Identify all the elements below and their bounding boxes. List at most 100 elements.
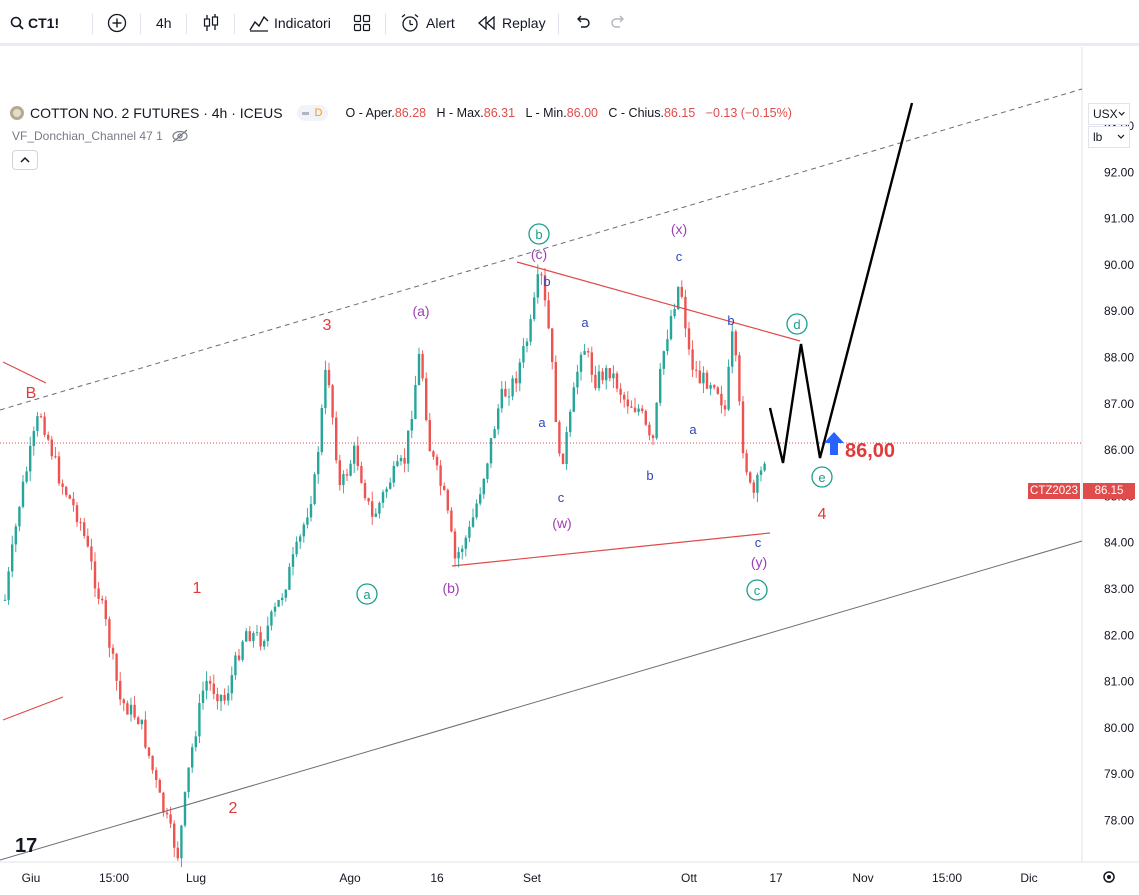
wave-label-a: a [538,415,546,430]
candle-body [461,548,464,553]
interval-button[interactable]: 4h [156,10,172,36]
candle-body [597,371,601,389]
price-scale[interactable]: 93.0092.0091.0090.0089.0088.0087.0086.00… [1104,119,1134,828]
candle-body [749,472,752,483]
candle-body [615,373,619,389]
candle-body [50,439,53,457]
replay-button[interactable]: Replay [478,10,546,36]
candle-body [230,675,233,694]
indicator-legend[interactable]: VF_Donchian_Channel 47 1 [12,127,189,145]
candle-body [255,632,259,634]
wave-label-c: c [558,490,565,505]
price-tick-label: 84.00 [1104,536,1134,550]
candle-body [108,619,111,648]
candle-body [583,350,586,355]
redo-button[interactable] [610,10,628,36]
time-tick-label: Giu [22,871,41,885]
time-scale[interactable]: Giu 15:00 Lug Ago 16 Set Ott 17 Nov 15:00 Dic [22,871,1038,885]
candle-body [738,355,741,402]
indicators-button[interactable]: Indicatori [249,10,331,36]
candle-body [155,770,158,780]
search-icon [10,16,24,30]
candle-body [547,300,550,329]
alert-button[interactable]: Alert [400,10,455,36]
unit-select[interactable]: lb [1088,126,1130,148]
gear-icon[interactable] [1103,871,1115,883]
symbol-search-button[interactable]: CT1! [10,10,59,36]
candle-body [507,396,511,398]
candle-body [389,482,392,489]
currency-select[interactable]: USX [1088,103,1130,125]
price-chart[interactable]: B 1 2 3 4 a b c d e (a) (b) (c) (w) (x) … [0,47,1139,895]
candle-body [151,755,154,771]
candle-body [759,470,763,475]
ohlc-values: O - Aper.86.28 H - Max.86.31 L - Min.86.… [346,106,792,120]
candle-body [356,445,359,467]
undo-button[interactable] [573,10,591,36]
wave-label-b: b [727,313,734,328]
candle-body [18,506,21,527]
candle-body [216,693,219,702]
compare-symbol-button[interactable] [107,10,127,36]
high-label: H - Max. [436,106,484,120]
time-tick-label: Dic [1020,871,1037,885]
candle-body [147,747,151,756]
candle-body [104,600,107,620]
candle-body [741,401,745,454]
redo-icon [611,15,624,28]
symbol-legend[interactable]: COTTON NO. 2 FUTURES · 4h · ICEUS D O - … [10,103,792,123]
triangle-lower-line [451,532,771,567]
price-tick-label: 89.00 [1104,304,1134,318]
candle-body [349,463,352,476]
toolbar-divider [140,14,141,34]
candle-body [140,719,143,725]
wave-label-paren-b: (b) [442,580,459,596]
wave-circle-c [746,579,768,601]
chart-type-button[interactable] [202,10,220,36]
candle-body [684,296,687,329]
candle-body [518,362,521,384]
toolbar-divider [558,14,559,34]
candle-body [97,588,100,599]
candle-body [612,373,615,379]
collapse-legend-button[interactable] [12,150,38,170]
candlestick-series [3,264,766,868]
candle-body [540,274,543,276]
candle-body [403,457,406,464]
candle-body [371,501,374,517]
data-status-letter: D [314,107,323,119]
candle-body [504,388,507,397]
candle-body [731,331,734,367]
candle-body [133,704,136,718]
candle-body [101,598,104,601]
candle-body [137,717,140,725]
candle-body [302,524,305,537]
candle-body [666,339,669,352]
candle-body [3,599,7,601]
candle-body [234,655,237,676]
candle-body [180,825,183,859]
candle-body [198,703,201,737]
candle-body [317,452,320,475]
candle-body [579,354,583,372]
svg-text:17: 17 [15,835,37,857]
tradingview-logo: 17 [15,835,37,857]
candle-body [493,429,496,439]
layouts-button[interactable] [353,10,371,36]
candle-body [428,420,431,452]
candle-body [14,526,17,545]
candle-body [468,526,471,538]
toolbar-divider [234,14,235,34]
wave-label-paren-a: (a) [412,303,429,319]
wave-circle-a [356,583,378,605]
chart-pane[interactable]: B 1 2 3 4 a b c d e (a) (b) (c) (w) (x) … [0,47,1139,895]
candle-body [446,489,449,511]
candle-body [594,374,597,389]
candle-body [187,767,190,793]
eye-hidden-icon[interactable] [171,129,189,143]
candle-body [25,471,28,482]
candle-body [360,466,363,483]
candle-body [687,328,691,350]
candle-body [162,792,165,813]
triangle-upper-line [516,261,801,342]
